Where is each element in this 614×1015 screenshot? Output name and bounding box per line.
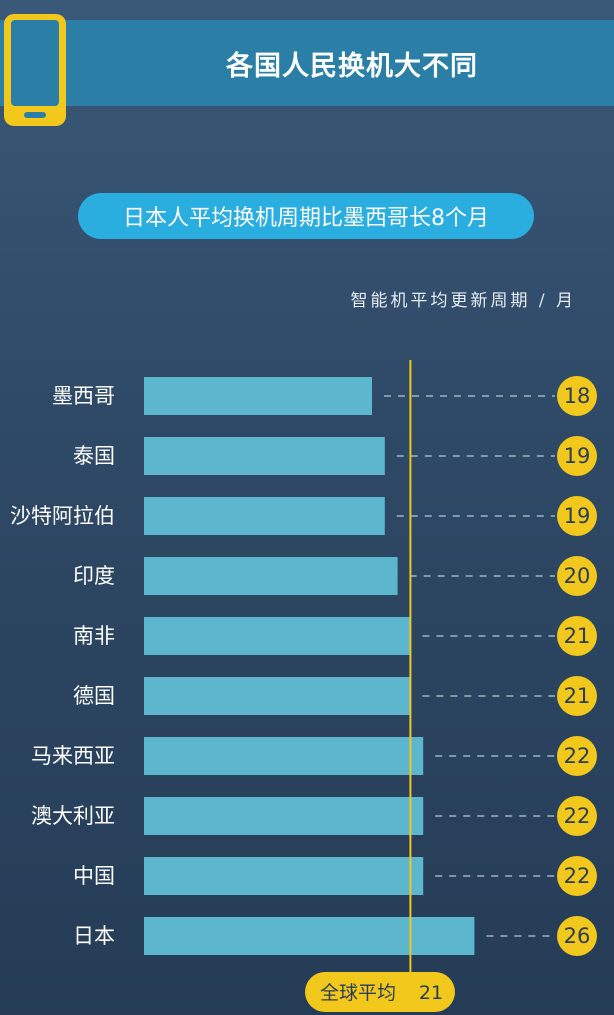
value-badge: [557, 736, 597, 776]
value-label: 26: [564, 924, 591, 948]
bar: [144, 557, 398, 595]
title-bar: [0, 20, 614, 106]
bar: [144, 497, 385, 535]
bar: [144, 857, 424, 895]
subtitle-pill: 日本人平均换机周期比墨西哥长8个月: [78, 193, 534, 239]
value-badge: [557, 796, 597, 836]
value-label: 22: [564, 804, 591, 828]
unit-label: 智能机平均更新周期 / 月: [350, 291, 576, 311]
value-badge: [557, 676, 597, 716]
category-label: 澳大利亚: [31, 804, 115, 828]
bar: [144, 797, 424, 835]
top-strip: [0, 0, 614, 20]
value-label: 22: [564, 864, 591, 888]
category-label: 泰国: [73, 444, 115, 468]
value-badge: [557, 616, 597, 656]
bar: [144, 677, 411, 715]
category-label: 墨西哥: [52, 384, 115, 408]
subtitle-text: 日本人平均换机周期比墨西哥长8个月: [123, 206, 489, 231]
bar: [144, 917, 475, 955]
value-label: 19: [564, 444, 591, 468]
value-badge: [557, 856, 597, 896]
value-label: 20: [564, 564, 591, 588]
average-pill: [305, 972, 455, 1012]
value-label: 21: [564, 684, 591, 708]
category-label: 德国: [73, 684, 115, 708]
bar: [144, 617, 411, 655]
page-title: 各国人民换机大不同: [226, 50, 478, 82]
category-label: 南非: [73, 624, 115, 648]
value-label: 21: [564, 624, 591, 648]
category-label: 中国: [73, 864, 115, 888]
value-badge: [557, 496, 597, 536]
bar: [144, 437, 385, 475]
value-label: 18: [564, 384, 591, 408]
category-label: 日本: [73, 924, 115, 948]
category-label: 马来西亚: [31, 744, 115, 768]
category-label: 印度: [73, 564, 115, 588]
value-badge: [557, 436, 597, 476]
value-badge: [557, 376, 597, 416]
value-label: 22: [564, 744, 591, 768]
value-badge: [557, 556, 597, 596]
category-label: 沙特阿拉伯: [10, 504, 115, 528]
smartphone-icon: [4, 14, 66, 126]
value-label: 19: [564, 504, 591, 528]
bar: [144, 737, 424, 775]
bar: [144, 377, 372, 415]
average-value: 21: [419, 982, 443, 1004]
value-badge: [557, 916, 597, 956]
average-label: 全球平均: [320, 982, 396, 1004]
